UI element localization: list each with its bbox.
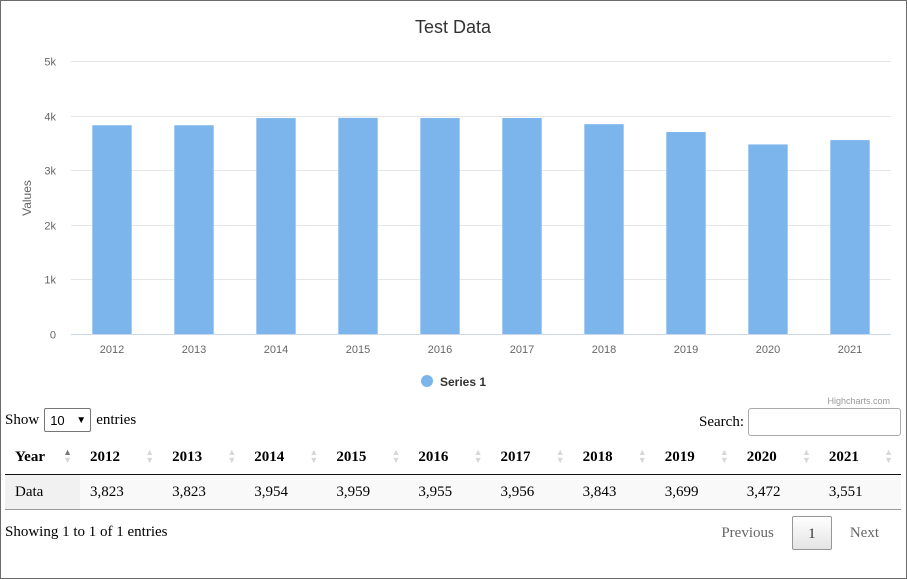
bars[interactable] [92,117,870,335]
sort-icon: ▲ ▼ [719,447,729,465]
table-header-row: Year ▲ ▼ 2012 ▲ ▼ 2013 ▲ ▼ 2014 ▲ ▼ 2015 ▲ ▼ 2016 ▲ ▼ 2017… [5,440,901,475]
table-cell: 3,699 [654,474,737,510]
column-header-label: 2014 [254,448,285,465]
x-tick-label: 2014 [264,344,288,356]
entries-select-value: 10 [50,412,65,428]
table-cell: 3,823 [162,474,245,510]
sort-icon: ▲ ▼ [391,447,401,465]
column-header-2018[interactable]: 2018 ▲ ▼ [572,440,655,475]
chart-title: Test Data [415,17,492,37]
legend-marker [421,375,433,387]
column-header-label: 2016 [418,448,449,465]
y-axis-ticks: 0 1k 2k 3k 4k 5k [44,57,56,342]
column-header-label: 2017 [500,448,531,465]
x-tick-label: 2017 [510,344,534,356]
sort-icon: ▲ ▼ [637,447,647,465]
column-header-2021[interactable]: 2021 ▲ ▼ [818,440,901,475]
show-label: Show [5,411,40,428]
y-tick-label: 1k [44,275,56,287]
column-header-label: 2021 [828,448,859,465]
column-header-2017[interactable]: 2017 ▲ ▼ [490,440,573,475]
x-tick-label: 2015 [346,344,370,356]
credits-link[interactable]: Highcharts.com [827,396,890,406]
length-control: Show 10 ▼ entries [5,408,136,432]
table-cell: 3,956 [490,474,573,510]
sort-icon: ▲ ▼ [63,447,73,465]
search-input[interactable] [748,408,901,436]
bar-2019[interactable] [666,132,706,334]
column-header-label: 2015 [336,448,367,465]
bar-2017[interactable] [502,118,542,334]
bar-2015[interactable] [338,117,378,335]
column-header-label: 2018 [582,448,613,465]
bar-2012[interactable] [92,125,132,335]
bar-2013[interactable] [174,125,214,335]
column-header-2020[interactable]: 2020 ▲ ▼ [736,440,819,475]
table-body: Data 3,823 3,823 3,954 3,959 3,955 3,956 3,843 3… [5,474,901,510]
y-tick-label: 3k [44,166,56,178]
column-header-year[interactable]: Year ▲ ▼ [5,440,81,475]
sort-icon: ▲ ▼ [555,447,565,465]
entries-label: entries [96,411,137,428]
sort-icon: ▲ ▼ [309,447,319,465]
column-header-label: 2012 [90,448,121,465]
sort-icon: ▲ ▼ [801,447,811,465]
x-tick-label: 2021 [838,344,862,356]
column-header-2015[interactable]: 2015 ▲ ▼ [326,440,409,475]
table-cell: 3,823 [80,474,163,510]
column-header-label: 2013 [172,448,203,465]
sort-icon: ▲ ▼ [227,447,237,465]
x-tick-label: 2013 [182,344,206,356]
entries-select[interactable]: 10 ▼ [44,408,92,432]
y-tick-label: 4k [44,112,56,124]
column-header-label: 2019 [664,448,695,465]
bar-2020[interactable] [748,144,788,334]
x-tick-label: 2012 [100,344,124,356]
x-tick-label: 2016 [428,344,452,356]
chevron-down-icon: ▼ [76,414,87,426]
search-label: Search: [699,413,744,430]
bar-2018[interactable] [584,124,624,334]
table-cell: 3,551 [818,474,901,510]
table-cell: 3,472 [736,474,819,510]
column-header-label: Year [15,448,45,465]
column-header-2019[interactable]: 2019 ▲ ▼ [654,440,737,475]
previous-button[interactable]: Previous [721,525,774,541]
y-tick-label: 5k [44,57,56,69]
data-table: Year ▲ ▼ 2012 ▲ ▼ 2013 ▲ ▼ 2014 ▲ ▼ 2015 ▲ ▼ 2016 ▲ ▼ 2017… [5,440,901,510]
x-tick-label: 2018 [592,344,616,356]
bar-2014[interactable] [256,118,296,334]
column-header-label: 2020 [746,448,777,465]
table-cell: Data [5,474,81,510]
legend[interactable]: Series 1 [421,375,486,389]
sort-icon: ▲ ▼ [473,447,483,465]
next-button[interactable]: Next [849,525,879,541]
x-axis-ticks: 2012 2013 2014 2015 2016 2017 2018 2019 2020 2021 [100,344,862,356]
page-1-button[interactable]: 1 [791,516,832,550]
column-header-2016[interactable]: 2016 ▲ ▼ [408,440,491,475]
search-control: Search: [699,408,901,436]
table-info: Showing 1 to 1 of 1 entries [5,524,168,540]
sort-icon: ▲ ▼ [884,447,893,465]
bar-2021[interactable] [830,140,870,334]
y-axis-label: Values [20,180,34,216]
pagination: Previous 1 Next [703,516,897,550]
table-cell: 3,843 [572,474,655,510]
table-cell: 3,955 [408,474,491,510]
y-tick-label: 0 [50,330,56,342]
legend-label[interactable]: Series 1 [440,375,486,389]
table-cell: 3,954 [244,474,327,510]
x-tick-label: 2019 [674,344,698,356]
x-tick-label: 2020 [756,344,780,356]
column-header-2014[interactable]: 2014 ▲ ▼ [244,440,327,475]
table-row: Data 3,823 3,823 3,954 3,959 3,955 3,956 3,843 3… [5,474,901,510]
bar-2016[interactable] [420,118,460,334]
y-tick-label: 2k [44,221,56,233]
column-header-2013[interactable]: 2013 ▲ ▼ [162,440,245,475]
column-header-2012[interactable]: 2012 ▲ ▼ [80,440,163,475]
table-cell: 3,959 [326,474,409,510]
sort-icon: ▲ ▼ [145,447,155,465]
